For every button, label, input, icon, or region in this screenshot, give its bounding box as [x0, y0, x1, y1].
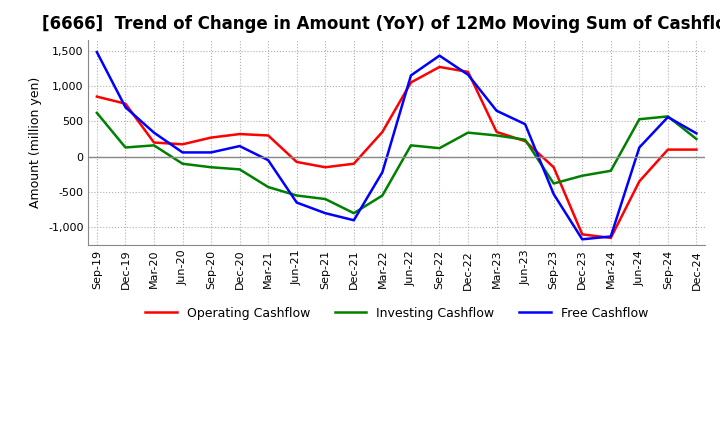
- Free Cashflow: [692, 131, 701, 136]
- Free Cashflow: [549, 191, 558, 197]
- Investing Cashflow: [692, 136, 701, 142]
- Investing Cashflow: [435, 146, 444, 151]
- Investing Cashflow: [492, 133, 501, 138]
- Free Cashflow: [150, 130, 158, 135]
- Y-axis label: Amount (million yen): Amount (million yen): [30, 77, 42, 208]
- Operating Cashflow: [635, 179, 644, 184]
- Free Cashflow: [464, 72, 472, 77]
- Operating Cashflow: [93, 94, 102, 99]
- Free Cashflow: [407, 73, 415, 78]
- Free Cashflow: [578, 237, 587, 242]
- Operating Cashflow: [521, 139, 529, 144]
- Investing Cashflow: [207, 165, 215, 170]
- Free Cashflow: [121, 105, 130, 110]
- Operating Cashflow: [435, 64, 444, 70]
- Line: Free Cashflow: Free Cashflow: [97, 52, 696, 239]
- Investing Cashflow: [150, 143, 158, 148]
- Line: Operating Cashflow: Operating Cashflow: [97, 67, 696, 238]
- Free Cashflow: [321, 210, 330, 216]
- Operating Cashflow: [692, 147, 701, 152]
- Investing Cashflow: [464, 130, 472, 135]
- Free Cashflow: [635, 145, 644, 150]
- Free Cashflow: [606, 234, 615, 239]
- Operating Cashflow: [150, 140, 158, 145]
- Operating Cashflow: [578, 232, 587, 237]
- Operating Cashflow: [407, 80, 415, 85]
- Operating Cashflow: [464, 69, 472, 74]
- Free Cashflow: [93, 49, 102, 55]
- Free Cashflow: [492, 108, 501, 114]
- Operating Cashflow: [664, 147, 672, 152]
- Operating Cashflow: [378, 129, 387, 135]
- Operating Cashflow: [179, 142, 187, 147]
- Free Cashflow: [264, 158, 272, 163]
- Investing Cashflow: [121, 145, 130, 150]
- Free Cashflow: [378, 169, 387, 175]
- Investing Cashflow: [407, 143, 415, 148]
- Investing Cashflow: [292, 193, 301, 198]
- Free Cashflow: [435, 53, 444, 58]
- Operating Cashflow: [606, 235, 615, 241]
- Free Cashflow: [207, 150, 215, 155]
- Investing Cashflow: [179, 161, 187, 166]
- Free Cashflow: [292, 200, 301, 205]
- Operating Cashflow: [121, 101, 130, 106]
- Operating Cashflow: [321, 165, 330, 170]
- Investing Cashflow: [606, 168, 615, 173]
- Operating Cashflow: [549, 165, 558, 170]
- Free Cashflow: [235, 143, 244, 149]
- Operating Cashflow: [349, 161, 358, 166]
- Operating Cashflow: [492, 129, 501, 135]
- Legend: Operating Cashflow, Investing Cashflow, Free Cashflow: Operating Cashflow, Investing Cashflow, …: [140, 302, 653, 325]
- Investing Cashflow: [521, 137, 529, 143]
- Title: [6666]  Trend of Change in Amount (YoY) of 12Mo Moving Sum of Cashflows: [6666] Trend of Change in Amount (YoY) o…: [42, 15, 720, 33]
- Free Cashflow: [349, 218, 358, 223]
- Operating Cashflow: [292, 159, 301, 165]
- Investing Cashflow: [378, 193, 387, 198]
- Operating Cashflow: [264, 133, 272, 138]
- Free Cashflow: [664, 114, 672, 120]
- Operating Cashflow: [207, 135, 215, 140]
- Investing Cashflow: [664, 114, 672, 119]
- Investing Cashflow: [578, 173, 587, 178]
- Free Cashflow: [521, 121, 529, 127]
- Investing Cashflow: [321, 196, 330, 202]
- Free Cashflow: [179, 150, 187, 155]
- Operating Cashflow: [235, 132, 244, 137]
- Investing Cashflow: [549, 181, 558, 186]
- Line: Investing Cashflow: Investing Cashflow: [97, 113, 696, 213]
- Investing Cashflow: [264, 184, 272, 190]
- Investing Cashflow: [235, 167, 244, 172]
- Investing Cashflow: [93, 110, 102, 116]
- Investing Cashflow: [349, 210, 358, 216]
- Investing Cashflow: [635, 117, 644, 122]
